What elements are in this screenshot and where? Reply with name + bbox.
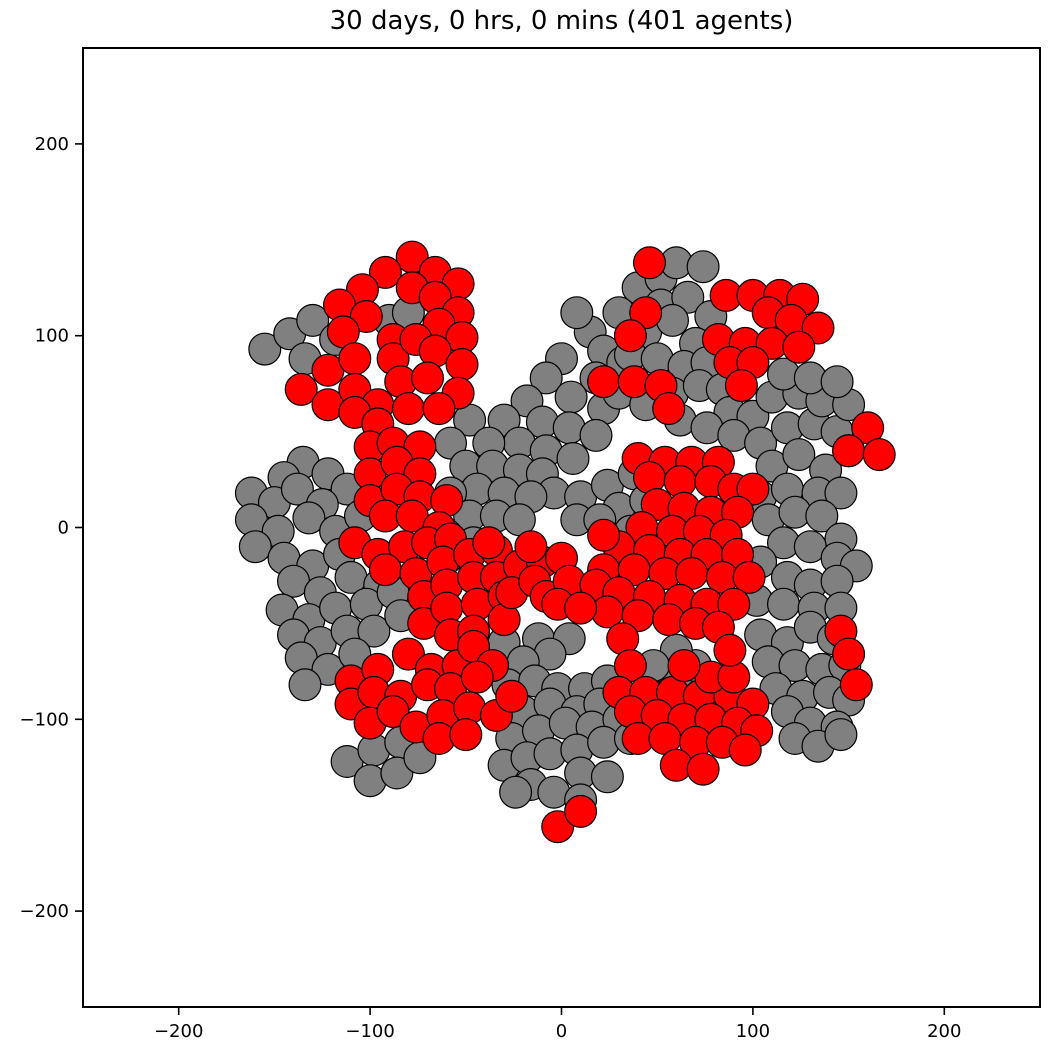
agent-point: [556, 442, 590, 476]
y-tick-label: 200: [35, 134, 69, 155]
agent-point: [732, 560, 766, 594]
agent-point: [284, 372, 318, 406]
agent-point: [338, 342, 372, 376]
y-axis: −200 −100 0 100 200: [20, 134, 83, 922]
agent-point: [380, 756, 414, 790]
agent-point: [529, 361, 563, 395]
agent-point: [824, 718, 858, 752]
agent-point: [487, 403, 521, 437]
chart-title: 30 days, 0 hrs, 0 mins (401 agents): [329, 6, 794, 36]
x-axis: −200 −100 0 100 200: [154, 1007, 961, 1042]
agent-point: [445, 348, 479, 382]
agent-point: [288, 668, 322, 702]
agent-point: [460, 660, 494, 694]
agent-point: [368, 553, 402, 587]
y-tick-label: 100: [35, 326, 69, 347]
agent-point: [514, 530, 548, 564]
agent-point: [629, 296, 663, 330]
agent-point: [564, 794, 598, 828]
agent-point: [560, 296, 594, 330]
agent-point: [368, 255, 402, 289]
agent-point: [541, 810, 575, 844]
agent-point: [499, 775, 533, 809]
agent-point: [495, 679, 529, 713]
agent-point: [717, 587, 751, 621]
agent-point: [564, 591, 598, 625]
agent-point: [238, 530, 272, 564]
agent-point: [832, 434, 866, 468]
agent-point: [766, 587, 800, 621]
agent-point: [805, 499, 839, 533]
agent-point: [839, 668, 873, 702]
agent-point: [671, 280, 705, 314]
agent-point: [391, 637, 425, 671]
x-tick-label: 200: [927, 1021, 961, 1042]
agent-point: [613, 319, 647, 353]
y-tick-label: 0: [58, 518, 69, 539]
agent-point: [357, 614, 391, 648]
agent-point: [736, 472, 770, 506]
agent-point: [472, 526, 506, 560]
agent-point: [280, 472, 314, 506]
x-tick-label: −100: [345, 1021, 394, 1042]
agent-point: [376, 695, 410, 729]
y-tick-label: −200: [20, 901, 69, 922]
agent-point: [832, 637, 866, 671]
agent-point: [686, 752, 720, 786]
agent-point: [391, 392, 425, 426]
agent-point: [449, 718, 483, 752]
agent-point: [686, 250, 720, 284]
agent-point: [349, 300, 383, 334]
y-tick-label: −100: [20, 709, 69, 730]
agent-point: [728, 733, 762, 767]
agent-point: [579, 418, 613, 452]
agent-point: [590, 760, 624, 794]
agent-point: [296, 303, 330, 337]
agent-point: [824, 476, 858, 510]
agent-point: [667, 649, 701, 683]
x-tick-label: 100: [736, 1021, 770, 1042]
agent-point: [713, 633, 747, 667]
x-tick-label: 0: [556, 1021, 567, 1042]
agent-point: [248, 332, 282, 366]
agents-layer: [234, 240, 896, 844]
agent-point: [652, 392, 686, 426]
agent-point: [862, 438, 896, 472]
agent-point: [554, 380, 588, 414]
agent-point: [782, 330, 816, 364]
agent-point: [292, 501, 326, 535]
agent-point: [587, 365, 621, 399]
agent-point: [587, 518, 621, 552]
x-tick-label: −200: [154, 1021, 203, 1042]
agent-point: [782, 438, 816, 472]
agent-point: [820, 365, 854, 399]
agent-point: [411, 361, 445, 395]
agent-point: [632, 246, 666, 280]
agent-point: [422, 392, 456, 426]
axes-frame: [82, 47, 1041, 1008]
agent-point: [724, 369, 758, 403]
